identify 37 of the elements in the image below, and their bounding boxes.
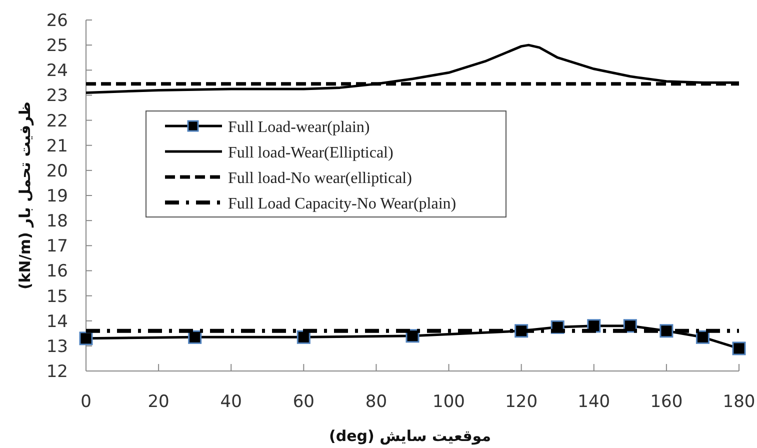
point bbox=[188, 330, 202, 344]
y-axis-title: ظرفیت تحمل بار (kN/m) bbox=[16, 101, 34, 290]
point bbox=[660, 324, 674, 338]
y-tick-label: 17 bbox=[46, 236, 68, 257]
y-tick-label: 14 bbox=[46, 312, 68, 332]
legend-label: Full load-Wear(Elliptical) bbox=[228, 144, 394, 162]
x-tick-label: 180 bbox=[722, 392, 756, 412]
legend-label: Full Load Capacity-No Wear(plain) bbox=[228, 196, 456, 212]
y-tick-label: 24 bbox=[46, 61, 68, 82]
x-tick-label: 120 bbox=[505, 392, 538, 412]
x-tick-label: 60 bbox=[292, 392, 314, 412]
y-tick-label: 16 bbox=[46, 262, 68, 282]
y-tick-label: 23 bbox=[46, 86, 68, 106]
x-tick-label: 100 bbox=[432, 392, 466, 412]
y-tick-label: 22 bbox=[46, 111, 68, 132]
point bbox=[696, 330, 710, 344]
y-tick-label: 26 bbox=[46, 11, 68, 31]
y-tick-label: 19 bbox=[46, 186, 68, 206]
x-tick-label: 140 bbox=[578, 392, 610, 412]
y-tick-label: 13 bbox=[46, 336, 68, 357]
y-tick-label: 18 bbox=[46, 212, 68, 232]
point bbox=[296, 330, 310, 344]
x-axis-title: موقعیت سایش (deg) bbox=[328, 427, 492, 445]
y-tick-label: 20 bbox=[46, 161, 68, 182]
y-tick-label: 25 bbox=[46, 36, 68, 56]
legend-label: Full Load-wear(plain) bbox=[228, 119, 370, 136]
y-tick-label: 15 bbox=[46, 286, 68, 307]
point bbox=[732, 342, 746, 356]
x-tick-label: 0 bbox=[80, 392, 92, 412]
x-tick-label: 80 bbox=[365, 392, 388, 412]
x-tick-label: 160 bbox=[650, 392, 683, 412]
x-tick-label: 20 bbox=[148, 392, 170, 412]
y-tick-label: 21 bbox=[46, 136, 68, 156]
x-tick-label: 40 bbox=[220, 392, 242, 412]
point bbox=[79, 332, 93, 346]
y-tick-label: 12 bbox=[46, 362, 68, 382]
legend-label: Full load-No wear(elliptical) bbox=[228, 170, 412, 187]
